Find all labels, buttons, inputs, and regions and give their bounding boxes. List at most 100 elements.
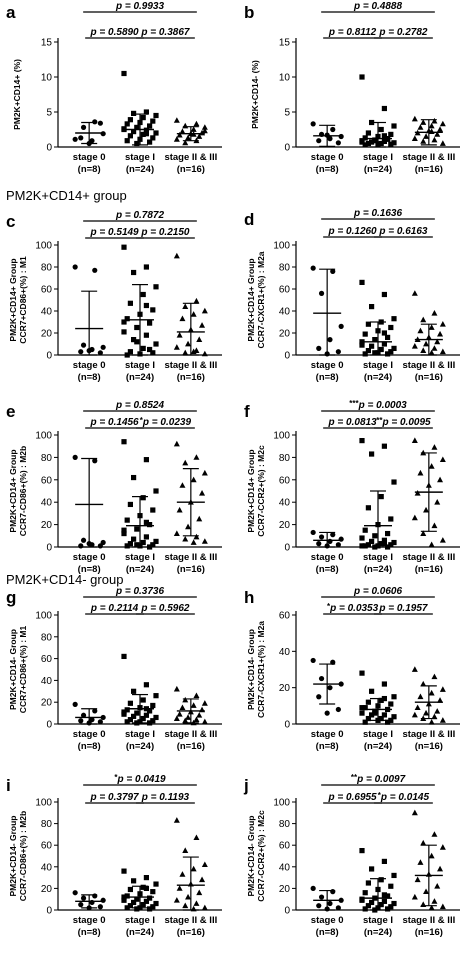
data-point — [431, 310, 438, 316]
data-point — [140, 697, 146, 703]
data-point — [193, 454, 200, 460]
data-point — [78, 718, 84, 724]
data-point — [92, 267, 98, 273]
data-point — [428, 541, 435, 548]
data-point — [182, 349, 189, 356]
data-point — [190, 702, 197, 708]
data-point — [140, 539, 146, 546]
data-point — [150, 542, 156, 548]
data-point — [153, 693, 159, 699]
data-point — [428, 122, 435, 129]
data-point — [153, 112, 159, 119]
data-point — [153, 341, 159, 347]
x-category-label: stage II & III — [402, 360, 455, 371]
data-point — [147, 906, 153, 912]
data-point — [150, 507, 156, 513]
data-point — [143, 131, 149, 137]
data-point — [423, 133, 430, 139]
data-point — [124, 707, 130, 713]
data-point — [185, 340, 192, 347]
p-value-label: p = 0.3867 — [140, 27, 190, 38]
data-point — [199, 322, 206, 328]
data-point — [423, 709, 430, 716]
data-point — [431, 117, 438, 124]
p-value-label: p = 0.2150 — [140, 227, 190, 238]
data-point — [147, 320, 153, 326]
y-tick-label: 0 — [284, 720, 290, 731]
y-tick-label: 0 — [46, 906, 52, 917]
data-point — [127, 501, 133, 508]
data-point — [127, 300, 133, 306]
x-n-label: (n=8) — [78, 164, 101, 175]
data-point — [388, 349, 394, 355]
data-point — [434, 883, 441, 889]
data-point — [140, 715, 146, 722]
panel-i: i 0 20 40 60 80 100 PM2K+CD14- GroupCCR7-CD86+(… — [6, 773, 222, 938]
p-value-label: p = 0.5890 — [90, 27, 140, 38]
data-point — [428, 324, 435, 330]
data-point — [182, 902, 189, 909]
data-point — [381, 330, 387, 336]
p-value-label: p = 0.2782 — [378, 27, 428, 38]
data-point — [196, 515, 203, 522]
data-point — [362, 331, 368, 337]
data-point — [434, 131, 441, 137]
data-point — [359, 705, 365, 711]
data-point — [423, 888, 430, 895]
x-n-label: (n=8) — [78, 372, 101, 383]
x-category-label: stage I — [125, 915, 155, 926]
data-point — [121, 126, 127, 133]
data-point — [92, 119, 98, 125]
data-point — [369, 538, 375, 544]
data-point — [190, 865, 197, 872]
data-point — [121, 897, 127, 903]
data-point — [80, 342, 87, 348]
data-point — [193, 297, 200, 304]
data-point — [131, 110, 137, 116]
data-point — [369, 304, 375, 310]
data-point — [316, 903, 322, 909]
x-category-label: stage II & III — [402, 729, 455, 740]
data-point — [434, 708, 441, 714]
data-point — [121, 530, 127, 537]
data-point — [100, 344, 106, 350]
data-point — [97, 120, 103, 126]
section-label-cd14neg: PM2K+CD14- group — [6, 572, 124, 587]
data-point — [431, 673, 438, 680]
data-point — [381, 105, 387, 112]
x-category-label: stage I — [363, 552, 393, 563]
panel-a: a 0 5 10 15 PM2K+CD14+ (%) stage 0(n=8) stage I… — [6, 1, 222, 175]
data-point — [190, 476, 197, 483]
data-point — [124, 517, 130, 523]
p-value-label: p = 0.0813 — [328, 417, 378, 428]
data-point — [381, 858, 387, 864]
data-point — [173, 117, 180, 123]
data-point — [131, 129, 137, 135]
data-point — [378, 715, 384, 722]
data-point — [381, 537, 387, 543]
data-point — [431, 898, 438, 904]
data-point — [359, 896, 365, 902]
x-category-label: stage 0 — [311, 729, 344, 740]
y-tick-label: 60 — [41, 841, 53, 852]
data-point — [127, 349, 133, 355]
y-tick-label: 60 — [279, 611, 291, 622]
data-point — [92, 708, 98, 714]
y-tick-label: 20 — [279, 329, 291, 340]
data-point — [439, 348, 446, 355]
data-point — [365, 542, 371, 548]
data-point — [437, 697, 444, 703]
panel-c: c 0 20 40 60 80 100 PM2K+CD14+ GroupCCR7+CD86+(… — [6, 210, 222, 383]
data-point — [124, 352, 130, 358]
data-point — [147, 522, 153, 528]
data-point — [330, 532, 336, 538]
data-point — [338, 323, 344, 329]
data-point — [388, 701, 394, 707]
data-point — [150, 904, 156, 910]
data-point — [121, 319, 127, 325]
data-point — [121, 244, 127, 250]
data-point — [176, 885, 183, 891]
data-point — [414, 490, 421, 496]
y-tick-label: 20 — [41, 884, 53, 895]
